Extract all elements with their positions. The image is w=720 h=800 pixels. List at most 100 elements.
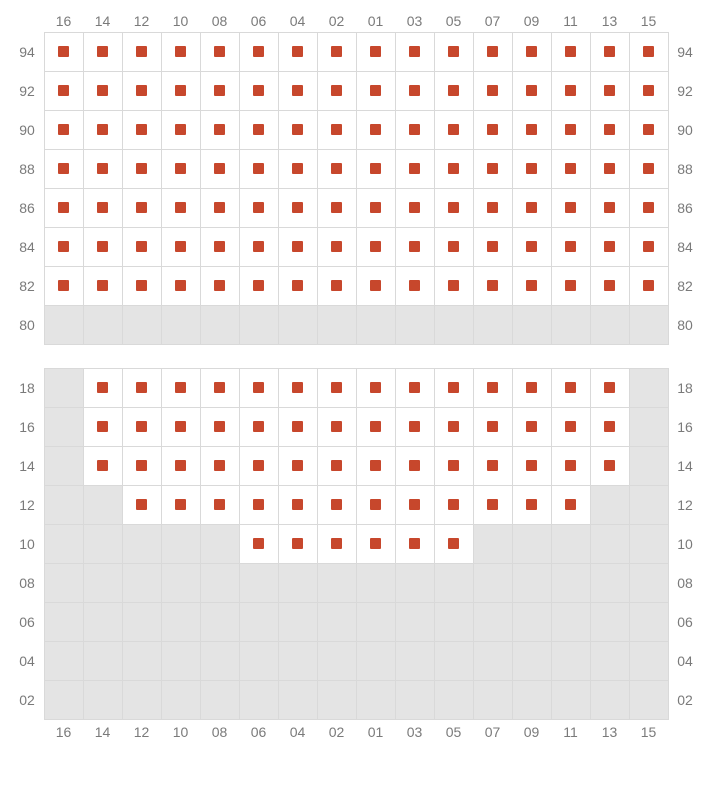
seat-available[interactable] [512, 407, 552, 447]
seat-available[interactable] [44, 110, 84, 150]
seat-available[interactable] [200, 266, 240, 306]
seat-available[interactable] [200, 188, 240, 228]
seat-available[interactable] [161, 446, 201, 486]
seat-available[interactable] [122, 446, 162, 486]
seat-available[interactable] [83, 407, 123, 447]
seat-available[interactable] [551, 188, 591, 228]
seat-available[interactable] [590, 368, 630, 408]
seat-available[interactable] [434, 149, 474, 189]
seat-available[interactable] [83, 110, 123, 150]
seat-available[interactable] [356, 71, 396, 111]
seat-available[interactable] [356, 149, 396, 189]
seat-available[interactable] [122, 266, 162, 306]
seat-available[interactable] [356, 368, 396, 408]
seat-available[interactable] [239, 407, 279, 447]
seat-available[interactable] [434, 446, 474, 486]
seat-available[interactable] [395, 110, 435, 150]
seat-available[interactable] [434, 71, 474, 111]
seat-available[interactable] [356, 188, 396, 228]
seat-available[interactable] [317, 71, 357, 111]
seat-available[interactable] [512, 110, 552, 150]
seat-available[interactable] [239, 110, 279, 150]
seat-available[interactable] [395, 368, 435, 408]
seat-available[interactable] [44, 71, 84, 111]
seat-available[interactable] [551, 407, 591, 447]
seat-available[interactable] [317, 188, 357, 228]
seat-available[interactable] [317, 407, 357, 447]
seat-available[interactable] [590, 446, 630, 486]
seat-available[interactable] [278, 266, 318, 306]
seat-available[interactable] [629, 71, 669, 111]
seat-available[interactable] [395, 188, 435, 228]
seat-available[interactable] [551, 266, 591, 306]
seat-available[interactable] [434, 188, 474, 228]
seat-available[interactable] [551, 110, 591, 150]
seat-available[interactable] [590, 407, 630, 447]
seat-available[interactable] [278, 71, 318, 111]
seat-available[interactable] [122, 71, 162, 111]
seat-available[interactable] [395, 71, 435, 111]
seat-available[interactable] [278, 188, 318, 228]
seat-available[interactable] [395, 446, 435, 486]
seat-available[interactable] [395, 227, 435, 267]
seat-available[interactable] [122, 32, 162, 72]
seat-available[interactable] [473, 485, 513, 525]
seat-available[interactable] [512, 227, 552, 267]
seat-available[interactable] [512, 188, 552, 228]
seat-available[interactable] [278, 110, 318, 150]
seat-available[interactable] [356, 407, 396, 447]
seat-available[interactable] [239, 149, 279, 189]
seat-available[interactable] [590, 71, 630, 111]
seat-available[interactable] [473, 188, 513, 228]
seat-available[interactable] [473, 227, 513, 267]
seat-available[interactable] [278, 32, 318, 72]
seat-available[interactable] [551, 368, 591, 408]
seat-available[interactable] [590, 149, 630, 189]
seat-available[interactable] [200, 149, 240, 189]
seat-available[interactable] [356, 110, 396, 150]
seat-available[interactable] [317, 368, 357, 408]
seat-available[interactable] [200, 110, 240, 150]
seat-available[interactable] [83, 227, 123, 267]
seat-available[interactable] [200, 446, 240, 486]
seat-available[interactable] [395, 407, 435, 447]
seat-available[interactable] [629, 188, 669, 228]
seat-available[interactable] [395, 149, 435, 189]
seat-available[interactable] [356, 227, 396, 267]
seat-available[interactable] [551, 446, 591, 486]
seat-available[interactable] [239, 32, 279, 72]
seat-available[interactable] [122, 188, 162, 228]
seat-available[interactable] [239, 524, 279, 564]
seat-available[interactable] [239, 71, 279, 111]
seat-available[interactable] [278, 446, 318, 486]
seat-available[interactable] [278, 485, 318, 525]
seat-available[interactable] [473, 149, 513, 189]
seat-available[interactable] [317, 32, 357, 72]
seat-available[interactable] [200, 368, 240, 408]
seat-available[interactable] [356, 266, 396, 306]
seat-available[interactable] [473, 110, 513, 150]
seat-available[interactable] [44, 32, 84, 72]
seat-available[interactable] [317, 446, 357, 486]
seat-available[interactable] [434, 266, 474, 306]
seat-available[interactable] [473, 32, 513, 72]
seat-available[interactable] [317, 149, 357, 189]
seat-available[interactable] [551, 71, 591, 111]
seat-available[interactable] [200, 71, 240, 111]
seat-available[interactable] [44, 149, 84, 189]
seat-available[interactable] [356, 524, 396, 564]
seat-available[interactable] [590, 266, 630, 306]
seat-available[interactable] [356, 446, 396, 486]
seat-available[interactable] [239, 446, 279, 486]
seat-available[interactable] [590, 227, 630, 267]
seat-available[interactable] [473, 368, 513, 408]
seat-available[interactable] [161, 266, 201, 306]
seat-available[interactable] [434, 368, 474, 408]
seat-available[interactable] [317, 266, 357, 306]
seat-available[interactable] [161, 188, 201, 228]
seat-available[interactable] [434, 110, 474, 150]
seat-available[interactable] [434, 485, 474, 525]
seat-available[interactable] [83, 71, 123, 111]
seat-available[interactable] [200, 407, 240, 447]
seat-available[interactable] [473, 407, 513, 447]
